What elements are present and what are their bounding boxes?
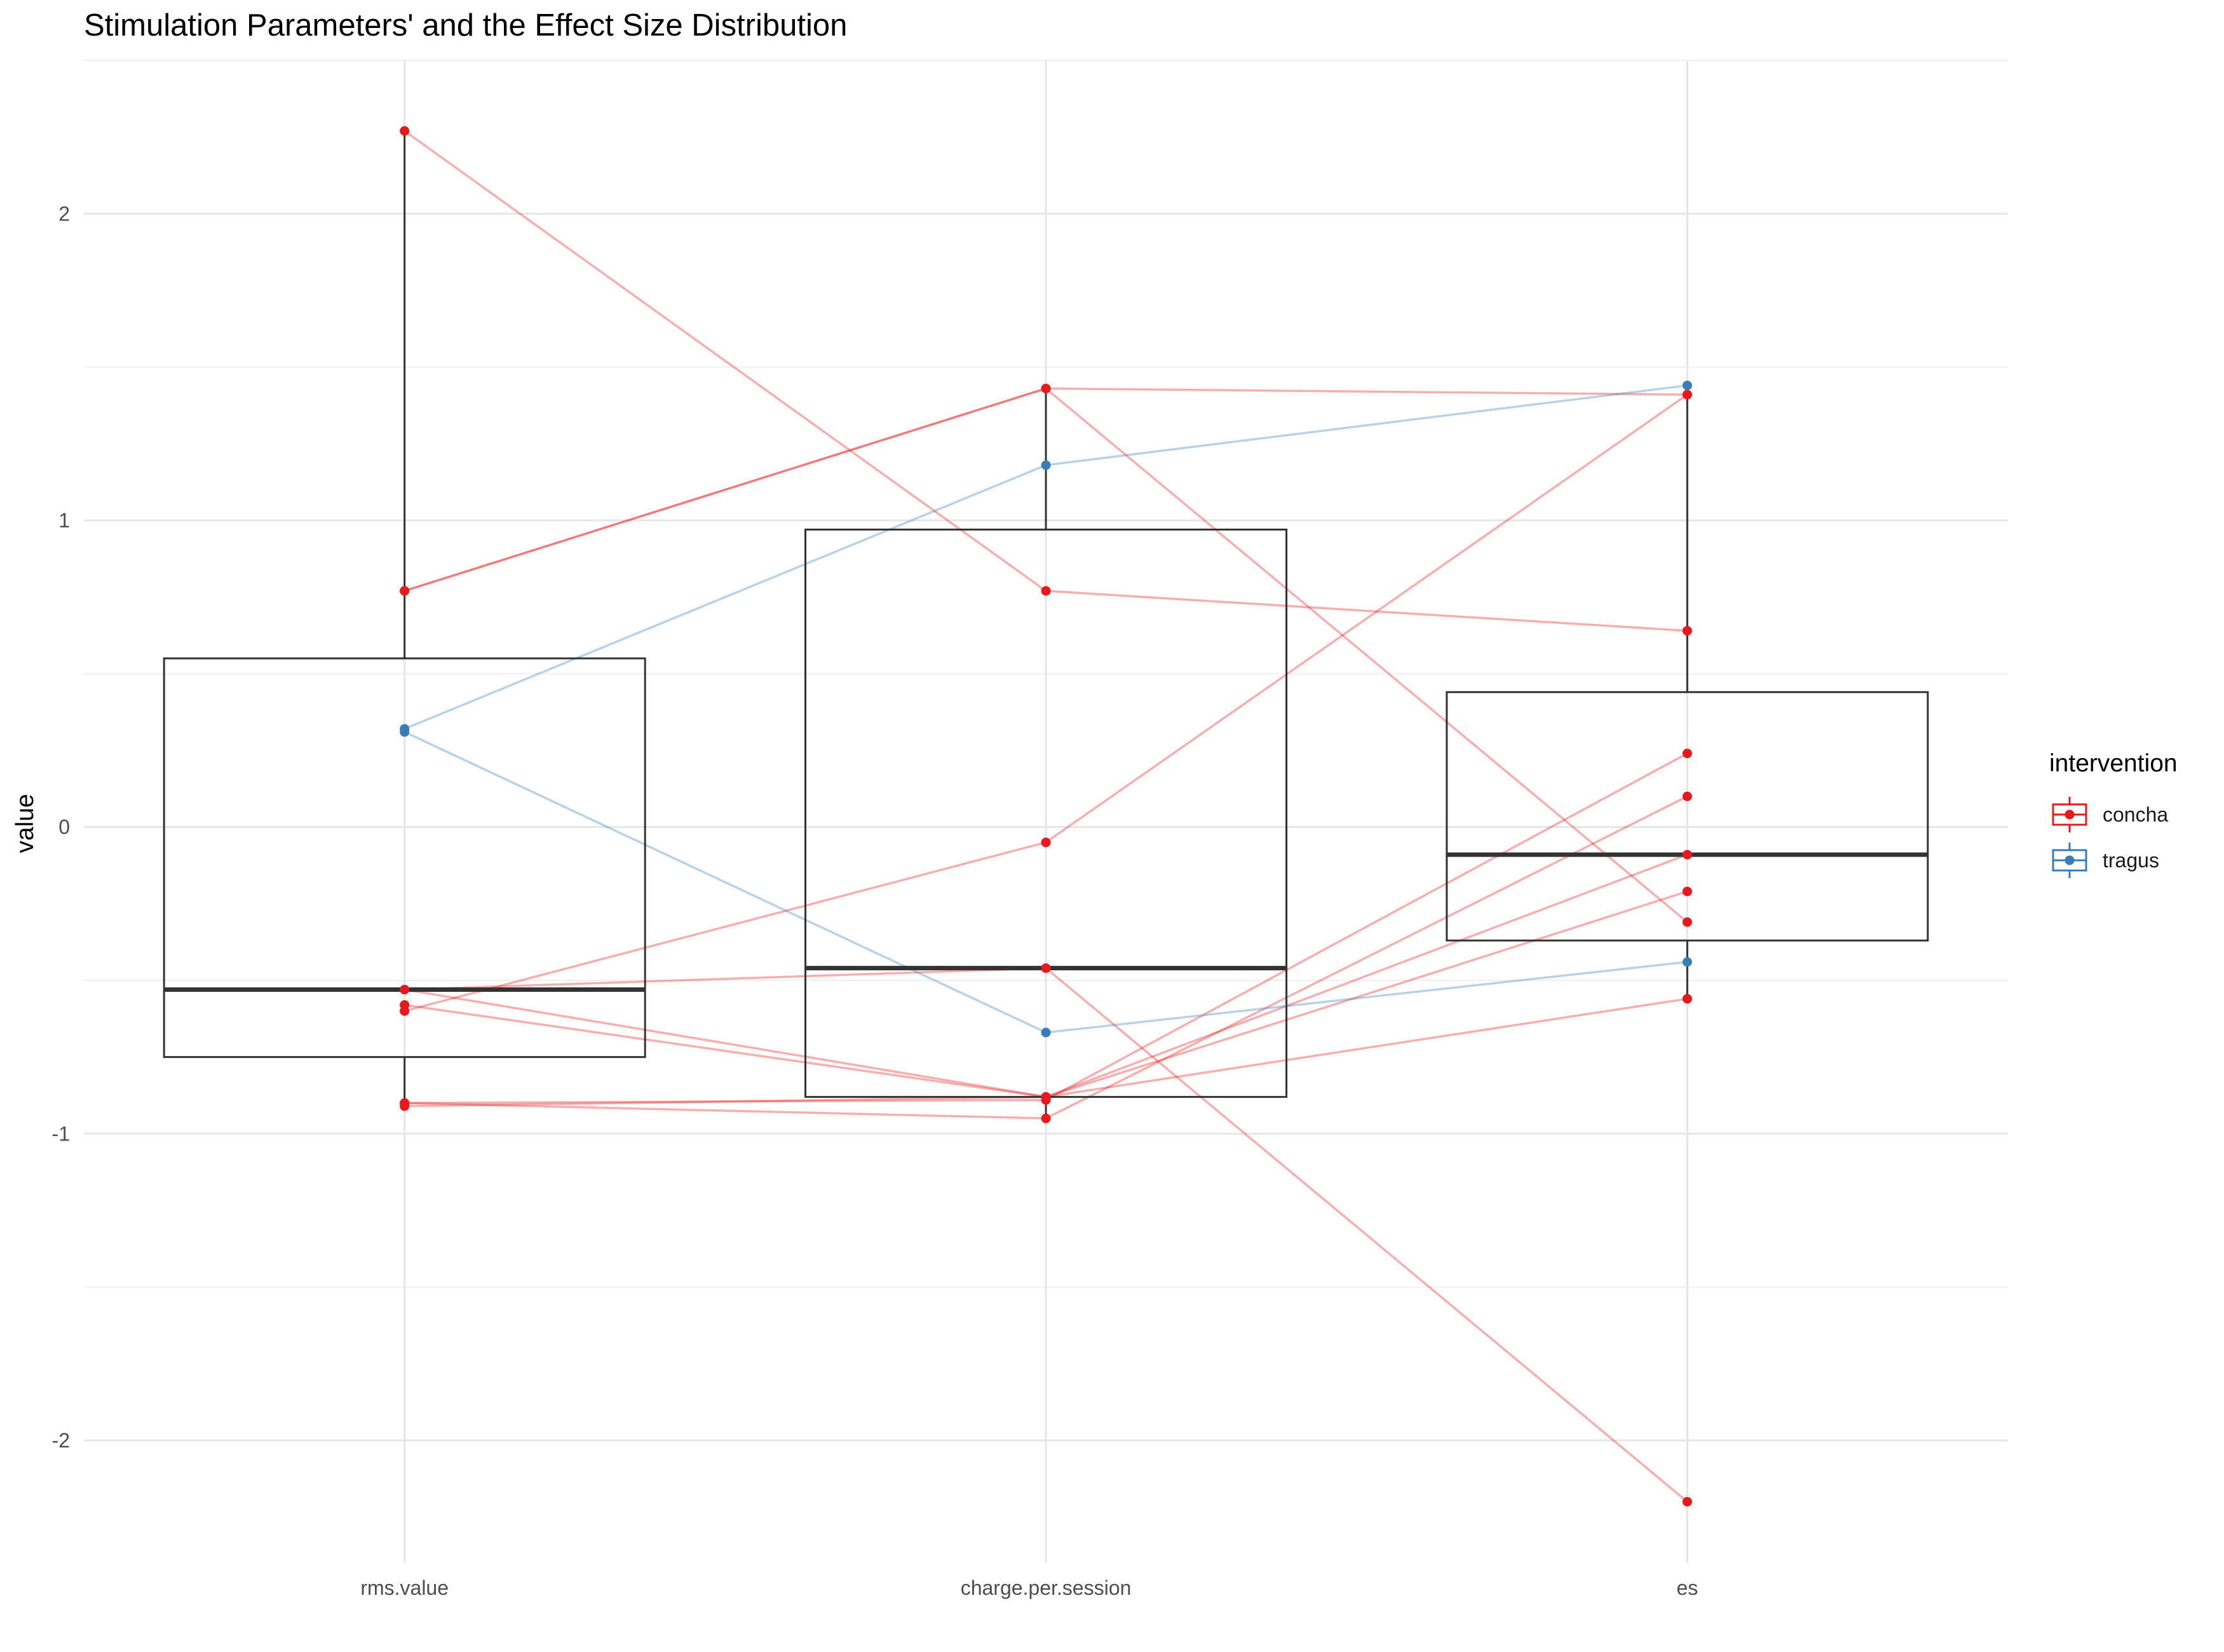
data-point-concha xyxy=(1041,837,1051,848)
boxes xyxy=(163,131,1929,1119)
data-point-tragus xyxy=(400,727,410,737)
data-point-concha xyxy=(1682,389,1692,400)
data-point-concha xyxy=(400,1006,410,1016)
box-rms.value xyxy=(163,657,646,1059)
data-point-concha xyxy=(1682,917,1692,927)
x-tick-label: es xyxy=(1676,1576,1698,1599)
grid-lines xyxy=(84,60,2008,1563)
data-point-concha xyxy=(400,1101,410,1111)
legend-item-tragus: tragus xyxy=(2049,837,2178,883)
legend-key-tragus xyxy=(2052,843,2087,878)
data-point-concha xyxy=(400,586,410,596)
y-tick-label: 1 xyxy=(58,509,70,532)
data-point-concha xyxy=(400,984,410,994)
data-point-tragus xyxy=(1682,957,1692,967)
data-points xyxy=(400,126,1692,1506)
data-point-concha xyxy=(1041,1113,1051,1123)
data-point-concha xyxy=(1682,748,1692,759)
data-point-concha xyxy=(1682,886,1692,897)
data-point-concha xyxy=(1682,850,1692,860)
data-point-concha xyxy=(1041,586,1051,596)
y-tick-label: 0 xyxy=(58,816,70,839)
data-point-concha xyxy=(1682,1496,1692,1506)
data-point-tragus xyxy=(1041,460,1051,470)
box-es xyxy=(1446,691,1929,942)
legend-label: concha xyxy=(2103,802,2169,826)
legend-label: tragus xyxy=(2103,848,2159,872)
x-tick-label: charge.per.session xyxy=(961,1576,1132,1599)
data-point-concha xyxy=(1682,994,1692,1004)
data-point-concha xyxy=(1041,1092,1051,1102)
data-point-concha xyxy=(1682,791,1692,801)
y-tick-label: -2 xyxy=(52,1429,70,1452)
legend: intervention concha tragus xyxy=(2049,750,2178,883)
data-point-tragus xyxy=(1041,1027,1051,1038)
legend-items: concha tragus xyxy=(2049,792,2178,883)
y-tick-label: 2 xyxy=(58,202,70,225)
y-tick-label: -1 xyxy=(52,1122,70,1145)
legend-item-concha: concha xyxy=(2049,792,2178,837)
x-tick-label: rms.value xyxy=(360,1576,449,1599)
legend-title: intervention xyxy=(2049,750,2178,777)
legend-key-concha xyxy=(2052,797,2087,832)
x-tick-labels: rms.value charge.per.session es xyxy=(360,1576,1698,1599)
chart-title: Stimulation Parameters' and the Effect S… xyxy=(84,8,848,43)
y-tick-labels: -2 -1 0 1 2 xyxy=(52,202,70,1452)
data-point-concha xyxy=(400,126,410,136)
data-point-concha xyxy=(1041,963,1051,973)
data-point-concha xyxy=(1041,383,1051,393)
data-point-concha xyxy=(1682,626,1692,636)
y-axis-label: value xyxy=(11,794,39,853)
data-point-tragus xyxy=(1682,381,1692,391)
